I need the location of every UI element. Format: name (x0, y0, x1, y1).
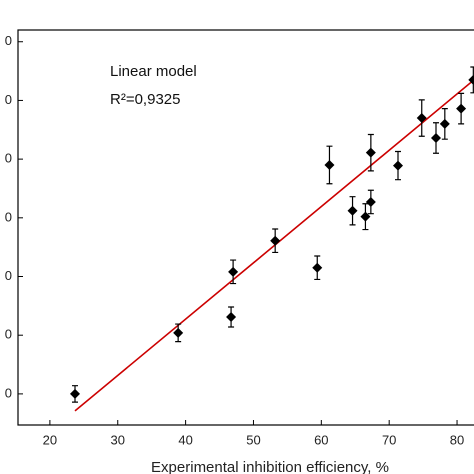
plot-frame (17, 29, 474, 426)
data-point (324, 159, 335, 170)
fit-line (74, 79, 474, 412)
x-axis-label: Experimental inhibition efficiency, % (151, 459, 389, 474)
data-point (173, 327, 184, 338)
data-point (270, 235, 281, 246)
annotation: Linear model (110, 63, 197, 80)
y-tick-label: 0 (5, 151, 12, 166)
x-tick-label: 20 (43, 432, 57, 447)
data-point (431, 132, 441, 143)
data-point (456, 103, 467, 114)
y-tick-label: 0 (5, 385, 12, 400)
data-point (226, 312, 237, 323)
y-tick-label: 0 (5, 33, 12, 48)
y-tick-label: 0 (5, 92, 12, 107)
data-point (347, 205, 358, 216)
x-tick-label: 70 (382, 432, 396, 447)
data-point (70, 388, 80, 399)
x-tick-label: 80 (450, 432, 464, 447)
data-point (439, 118, 450, 129)
x-tick-label: 50 (246, 432, 260, 447)
y-tick-label: 0 (5, 209, 12, 224)
data-point (393, 160, 403, 171)
x-tick-label: 40 (178, 432, 192, 447)
x-tick-label: 60 (314, 432, 328, 447)
x-tick-label: 30 (111, 432, 125, 447)
data-point (416, 113, 427, 124)
data-point (228, 266, 239, 277)
data-point (365, 196, 376, 207)
data-point (365, 147, 376, 158)
annotation: R²=0,9325 (110, 91, 180, 108)
data-point (312, 262, 323, 273)
y-tick-label: 0 (5, 327, 12, 342)
data-point (468, 74, 474, 85)
y-tick-label: 0 (5, 268, 12, 283)
